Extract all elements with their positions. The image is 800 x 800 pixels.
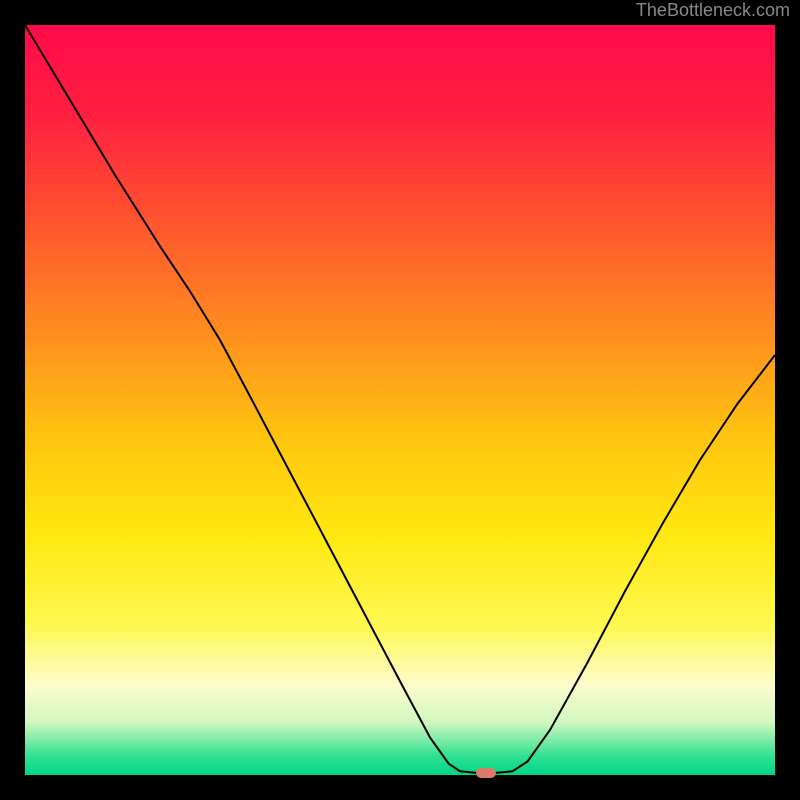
optimal-marker (476, 768, 496, 778)
chart-container: TheBottleneck.com (0, 0, 800, 800)
chart-svg (0, 0, 800, 800)
plot-background (25, 25, 775, 775)
watermark-text: TheBottleneck.com (636, 0, 790, 21)
